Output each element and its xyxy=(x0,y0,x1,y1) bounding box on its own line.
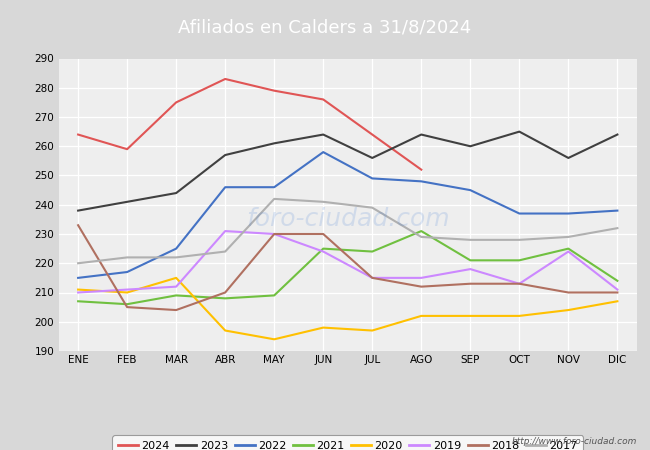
Text: http://www.foro-ciudad.com: http://www.foro-ciudad.com xyxy=(512,436,637,446)
Text: Afiliados en Calders a 31/8/2024: Afiliados en Calders a 31/8/2024 xyxy=(178,18,472,36)
Legend: 2024, 2023, 2022, 2021, 2020, 2019, 2018, 2017: 2024, 2023, 2022, 2021, 2020, 2019, 2018… xyxy=(112,436,583,450)
Text: foro-ciudad.com: foro-ciudad.com xyxy=(246,207,450,231)
